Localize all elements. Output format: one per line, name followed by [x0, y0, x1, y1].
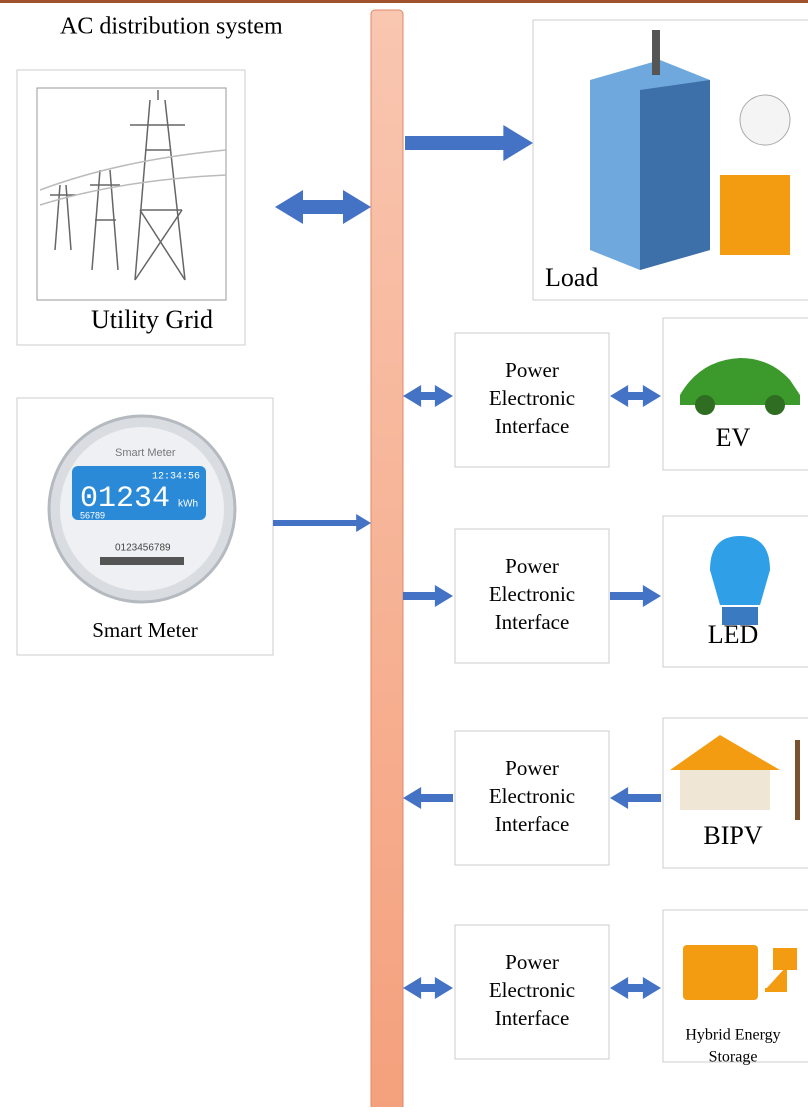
arrow — [403, 977, 453, 999]
interface-label: Electronic — [489, 582, 575, 606]
building-icon — [590, 30, 791, 270]
meter-icon — [47, 414, 237, 604]
arrow — [403, 787, 453, 809]
meter-serial: 0123456789 — [115, 543, 171, 554]
ev-wheel — [695, 395, 715, 415]
ev-wheel — [765, 395, 785, 415]
interface-box — [454, 730, 610, 866]
interface-label: Power — [505, 756, 559, 780]
interface-label: Interface — [495, 610, 570, 634]
bipv-pole — [795, 740, 800, 820]
led-icon — [710, 536, 770, 605]
ev-icon — [680, 358, 800, 405]
device-label: EV — [716, 423, 751, 452]
device-label: Storage — [709, 1049, 758, 1066]
interface-label: Interface — [495, 812, 570, 836]
arrow — [610, 787, 661, 809]
load-label: Load — [545, 263, 598, 292]
interface-label: Electronic — [489, 386, 575, 410]
interface-label: Power — [505, 358, 559, 382]
interface-box — [454, 924, 610, 1060]
interface-label: Electronic — [489, 784, 575, 808]
interface-label: Power — [505, 950, 559, 974]
led-base — [722, 607, 758, 625]
bipv-wall — [680, 770, 770, 810]
barcode — [100, 557, 184, 565]
interface-box — [454, 528, 610, 664]
meter-unit: kWh — [178, 499, 198, 510]
meter-brand: Smart Meter — [115, 447, 176, 459]
meter-reading: 01234 — [80, 482, 170, 516]
meter-sub: 56789 — [80, 510, 105, 520]
interface-label: Power — [505, 554, 559, 578]
interface-box — [454, 332, 610, 468]
arrow — [273, 514, 371, 532]
title: AC distribution system — [60, 14, 283, 40]
battery-icon — [683, 945, 758, 1000]
grid-image-frame — [36, 87, 227, 301]
bipv-roof — [670, 735, 780, 770]
arrow — [610, 977, 661, 999]
top-border — [0, 0, 808, 3]
utility-grid-label: Utility Grid — [91, 305, 213, 334]
ac-bus — [370, 9, 404, 1112]
arrow — [405, 125, 533, 161]
meter-time: 12:34:56 — [152, 472, 200, 483]
arrow — [610, 385, 661, 407]
smart-meter-label: Smart Meter — [92, 618, 198, 642]
interface-label: Electronic — [489, 978, 575, 1002]
arrow — [403, 385, 453, 407]
device-label: BIPV — [703, 821, 762, 850]
arrow — [275, 190, 371, 224]
tower-icon — [39, 90, 227, 281]
device-label: Hybrid Energy — [685, 1027, 780, 1044]
interface-label: Interface — [495, 414, 570, 438]
arrow — [403, 585, 453, 607]
plug-icon — [765, 948, 797, 992]
arrow — [610, 585, 661, 607]
interface-label: Interface — [495, 1006, 570, 1030]
